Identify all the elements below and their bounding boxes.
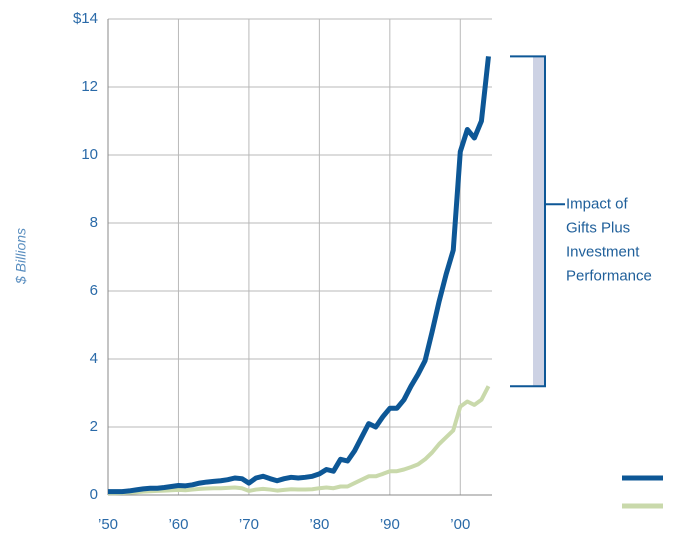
annotation: Performance bbox=[566, 267, 652, 284]
y-tick-label: 0 bbox=[90, 486, 98, 503]
x-tick-label: ’80 bbox=[309, 516, 329, 533]
y-tick-label: 6 bbox=[90, 282, 98, 299]
annotation: Impact of bbox=[566, 195, 629, 212]
y-tick-label: 2 bbox=[90, 418, 98, 435]
x-tick-label: ’60 bbox=[168, 516, 188, 533]
x-tick-label: ’00 bbox=[450, 516, 470, 533]
series-line bbox=[108, 385, 491, 496]
x-tick-label: ’70 bbox=[239, 516, 259, 533]
y-tick-label: 4 bbox=[90, 350, 98, 367]
y-tick-label: 10 bbox=[81, 146, 98, 163]
x-tick-label: ’50 bbox=[98, 516, 118, 533]
series-line bbox=[108, 56, 491, 495]
y-tick-label: 8 bbox=[90, 214, 98, 231]
annotation: Investment bbox=[566, 243, 640, 260]
annotation: Gifts Plus bbox=[566, 219, 630, 236]
y-tick-label: 12 bbox=[81, 78, 98, 95]
impact-band bbox=[533, 56, 545, 387]
y-axis-label: $ Billions bbox=[13, 228, 29, 285]
x-tick-label: ’90 bbox=[380, 516, 400, 533]
bracket bbox=[510, 55, 546, 388]
y-tick-label: $14 bbox=[73, 10, 98, 27]
